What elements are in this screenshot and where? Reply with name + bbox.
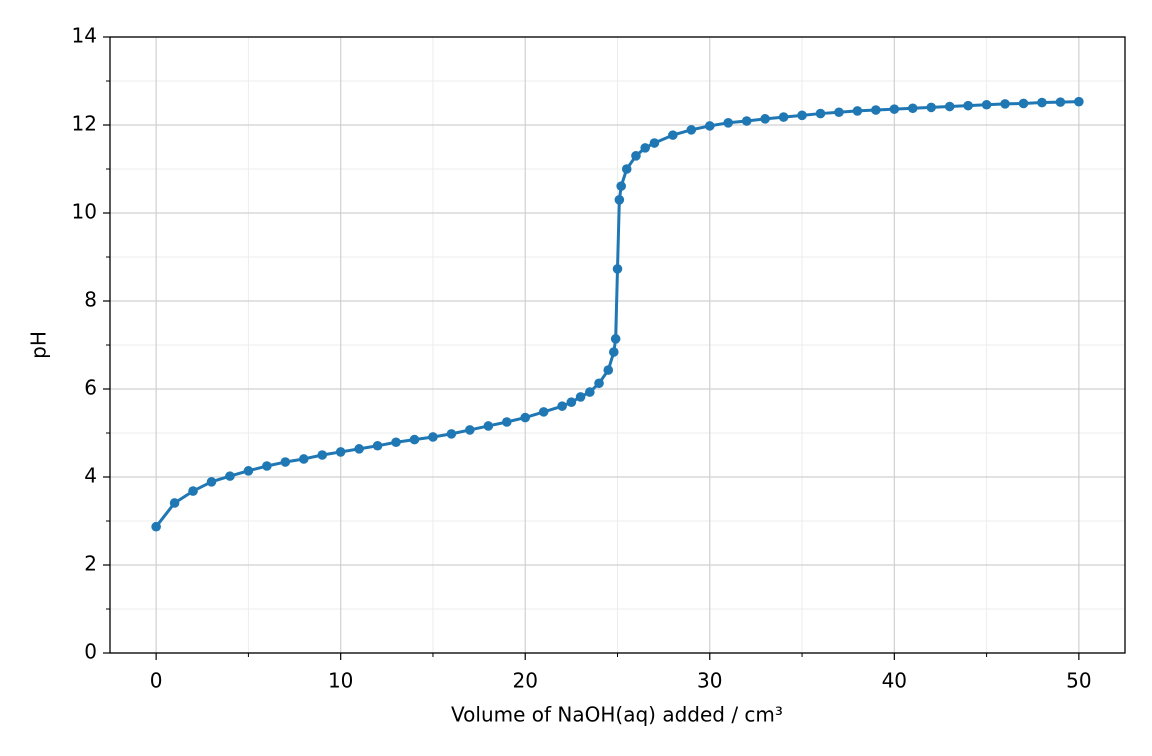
data-point (262, 461, 272, 471)
y-tick-label: 0 (84, 640, 97, 664)
data-point (668, 130, 678, 140)
data-point (815, 108, 826, 119)
data-point (335, 447, 346, 457)
data-point (594, 378, 604, 389)
data-point (372, 440, 383, 451)
data-point (686, 125, 697, 135)
data-point (483, 421, 494, 431)
data-point (409, 434, 420, 445)
data-point (243, 466, 254, 476)
data-point (1074, 96, 1084, 107)
data-point (465, 425, 475, 435)
data-point (1000, 99, 1010, 109)
data-point (225, 471, 235, 481)
y-tick-label: 14 (72, 24, 97, 48)
data-point (778, 112, 789, 122)
data-point (610, 334, 621, 344)
data-point (557, 401, 567, 411)
data-point (723, 118, 734, 128)
data-point (640, 143, 650, 153)
plot-frame (109, 36, 1126, 654)
y-tick-label: 8 (84, 288, 97, 312)
data-point (631, 151, 641, 161)
data-point (907, 103, 918, 114)
data-point (649, 138, 660, 148)
data-point (1018, 98, 1029, 109)
data-point (981, 99, 992, 110)
data-point (704, 121, 715, 131)
data-point (1037, 97, 1047, 108)
data-point (501, 417, 512, 427)
data-point (614, 195, 625, 205)
data-point (609, 347, 619, 357)
data-point (797, 110, 807, 121)
data-point (1055, 97, 1066, 107)
x-tick-label: 40 (882, 669, 907, 693)
data-point (298, 454, 309, 464)
y-tick-label: 10 (72, 200, 97, 224)
data-point (538, 407, 549, 417)
data-point (520, 412, 531, 423)
x-axis-label: Volume of NaOH(aq) added / cm³ (451, 703, 783, 727)
y-tick-label: 6 (84, 376, 97, 400)
x-tick-label: 10 (328, 669, 353, 693)
data-point (391, 437, 401, 448)
data-point (566, 397, 577, 408)
data-point (963, 100, 973, 111)
data-point (317, 450, 328, 460)
data-point (354, 444, 364, 454)
data-point (188, 486, 198, 496)
x-tick-label: 0 (150, 669, 163, 693)
data-point (889, 104, 900, 114)
x-tick-label: 20 (513, 669, 538, 693)
data-point (280, 457, 291, 467)
y-tick-label: 4 (84, 464, 97, 488)
data-point (151, 521, 161, 532)
data-point (616, 181, 626, 191)
y-axis-label: pH (27, 331, 51, 359)
data-point (741, 116, 752, 126)
data-point (206, 477, 217, 487)
x-tick-label: 30 (697, 669, 722, 693)
y-tick-label: 12 (72, 112, 97, 136)
data-point (871, 105, 881, 115)
data-point (612, 264, 623, 274)
y-tick-label: 2 (84, 552, 97, 576)
data-point (603, 365, 614, 375)
data-point (169, 498, 180, 508)
data-point (621, 164, 632, 174)
data-point (428, 432, 438, 442)
data-point (926, 102, 937, 113)
x-tick-label: 50 (1066, 669, 1091, 693)
data-point (852, 106, 863, 116)
data-point (446, 429, 457, 439)
data-point (834, 107, 844, 118)
data-point (575, 392, 586, 402)
data-point (585, 387, 595, 397)
data-point (760, 114, 770, 124)
data-point (944, 101, 955, 112)
